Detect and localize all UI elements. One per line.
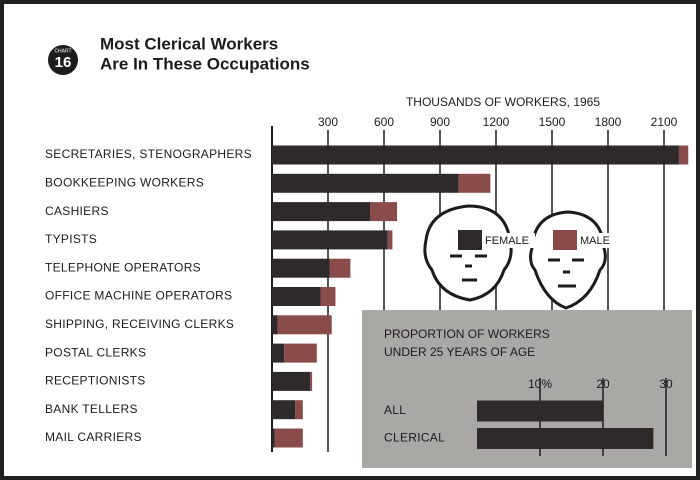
x-tick-label: 1200 <box>483 115 510 129</box>
bar-segment <box>272 287 321 306</box>
bar-segment <box>321 287 336 306</box>
bar-segment <box>272 315 278 334</box>
chart: CHART 16 Most Clerical Workers Are In Th… <box>0 0 700 480</box>
x-tick-label: 1800 <box>595 115 622 129</box>
bar-segment <box>310 372 312 391</box>
category-label: OFFICE MACHINE OPERATORS <box>45 289 232 303</box>
x-tick-label: 2100 <box>651 115 678 129</box>
category-label: SHIPPING, RECEIVING CLERKS <box>45 317 234 331</box>
category-label: BANK TELLERS <box>45 402 138 416</box>
legend-swatch <box>458 230 482 250</box>
legend-label: MALE <box>580 235 610 247</box>
bar-segment <box>272 202 370 221</box>
inset-title: PROPORTION OF WORKERS <box>384 327 550 341</box>
bar-segment <box>272 344 284 363</box>
bar-segment <box>275 429 303 448</box>
bar-segment <box>459 174 491 193</box>
bar-segment <box>370 202 397 221</box>
bar-segment <box>388 230 393 249</box>
category-label: MAIL CARRIERS <box>45 430 142 444</box>
bar-segment <box>272 372 310 391</box>
category-label: SECRETARIES, STENOGRAPHERS <box>45 147 252 161</box>
x-tick-label: 600 <box>374 115 394 129</box>
legend-swatch <box>553 230 577 250</box>
chart-title: Most Clerical Workers <box>100 34 278 53</box>
legend-label: FEMALE <box>485 235 529 247</box>
bar-segment <box>272 230 388 249</box>
bar-segment <box>272 146 679 165</box>
chart-title: Are In These Occupations <box>100 54 310 73</box>
bar-segment <box>295 400 302 419</box>
category-label: CASHIERS <box>45 204 109 218</box>
category-label: TELEPHONE OPERATORS <box>45 260 201 274</box>
x-tick-label: 300 <box>318 115 338 129</box>
bar-segment <box>272 259 330 278</box>
bar-segment <box>679 146 688 165</box>
bar-segment <box>278 315 332 334</box>
bar-segment <box>272 174 459 193</box>
bar <box>477 401 603 422</box>
bar-segment <box>284 344 317 363</box>
category-label: RECEPTIONISTS <box>45 374 146 388</box>
category-label: ALL <box>384 403 406 417</box>
inset-title: UNDER 25 YEARS OF AGE <box>384 345 535 359</box>
bar-segment <box>272 400 295 419</box>
x-tick-label: 1500 <box>539 115 566 129</box>
x-tick-label: 900 <box>430 115 450 129</box>
bar <box>477 428 653 449</box>
badge-number: 16 <box>55 54 72 71</box>
bar-segment <box>330 259 351 278</box>
category-label: BOOKKEEPING WORKERS <box>45 175 204 189</box>
category-label: POSTAL CLERKS <box>45 345 146 359</box>
bar-segment <box>272 429 275 448</box>
category-label: CLERICAL <box>384 431 445 445</box>
axis-title: THOUSANDS OF WORKERS, 1965 <box>406 95 600 109</box>
category-label: TYPISTS <box>45 232 97 246</box>
